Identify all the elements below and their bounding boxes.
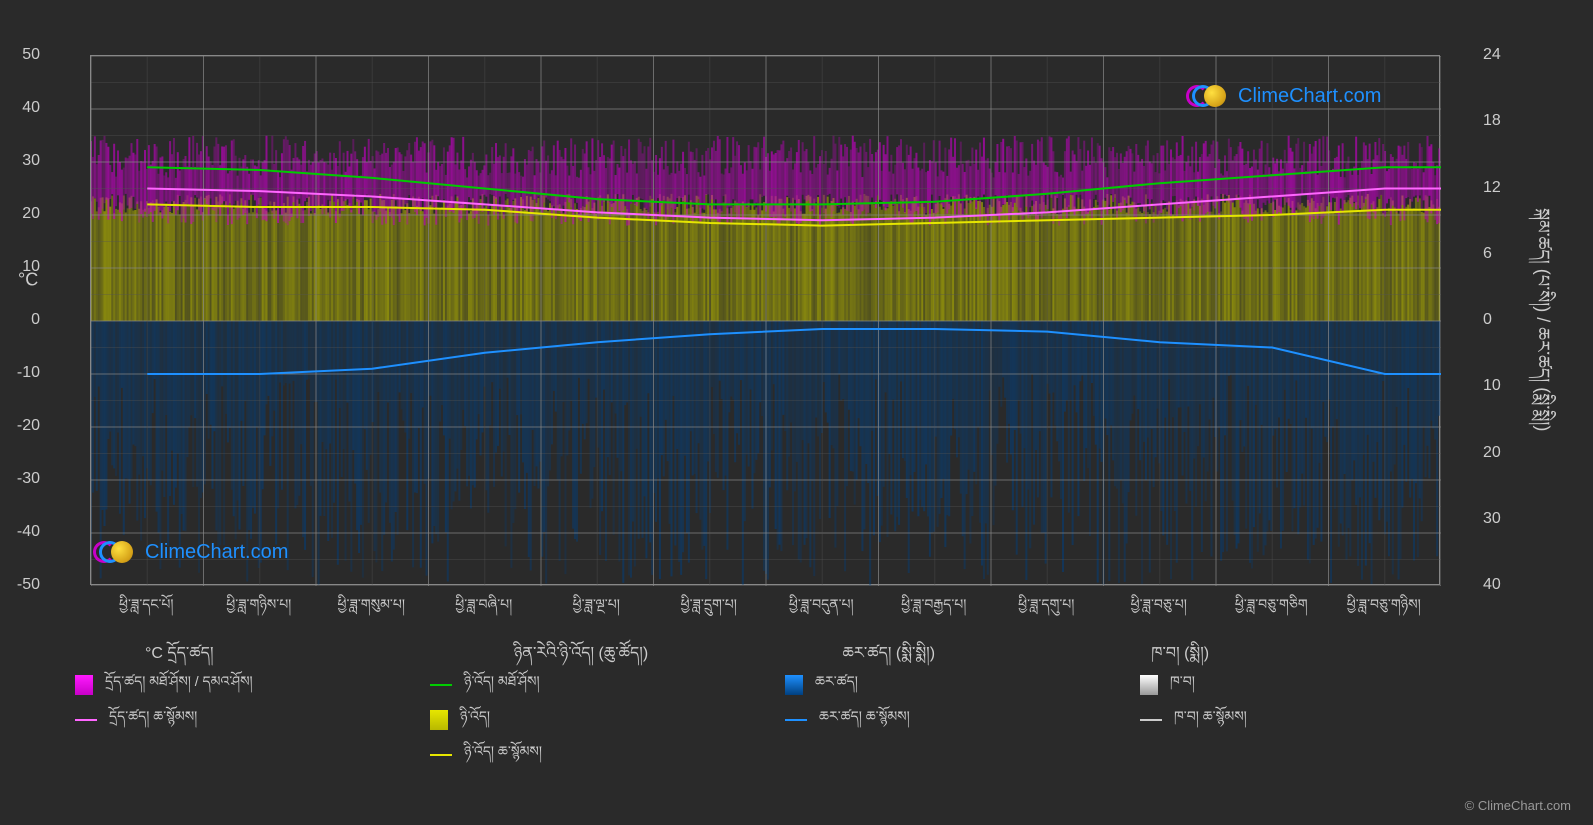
- climate-chart: ClimeChart.com ClimeChart.com: [90, 55, 1440, 585]
- chart-svg: [91, 56, 1441, 586]
- legend-row-4: ཉི་འོད། ཆ་སྙོམས།: [75, 735, 1495, 775]
- y-axis-right-label: སྐམ་ཚད། (པ་སི།) / ཆར་ཚད། (སྨི་སྨི།): [1518, 55, 1568, 585]
- legend-row-3: དྲོད་ཚད། ཆ་སྙོམས།ཉི་འོད།ཆར་ཚད། ཆ་སྙོམས།ཁ…: [75, 700, 1495, 740]
- y-axis-left-label: °C: [18, 270, 38, 291]
- copyright-text: © ClimeChart.com: [1465, 798, 1571, 813]
- legend-row-2: དྲོད་ཚད། མཐོ་ཤོས། / དམའ་ཤོས།ཉི་འོད། མཐོ་…: [75, 665, 1495, 705]
- x-axis: ཕྱི་ཟླ་དང་པོ།ཕྱི་ཟླ་གཉིས་པ།ཕྱི་ཟླ་གསུམ་པ…: [90, 588, 1440, 608]
